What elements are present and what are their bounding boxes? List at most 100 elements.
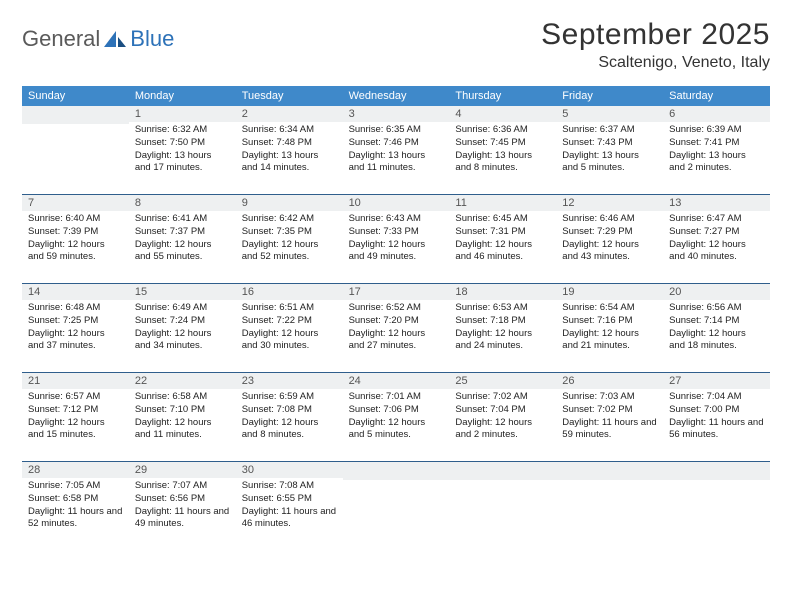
daylight-text: Daylight: 11 hours and 46 minutes.: [242, 506, 337, 532]
day-number: 26: [556, 373, 663, 389]
day-number: 19: [556, 284, 663, 300]
day-body: Sunrise: 6:40 AMSunset: 7:39 PMDaylight:…: [22, 211, 129, 268]
day-number: 17: [343, 284, 450, 300]
sunrise-text: Sunrise: 6:53 AM: [455, 302, 550, 315]
day-cell: 5Sunrise: 6:37 AMSunset: 7:43 PMDaylight…: [556, 106, 663, 194]
day-cell: 25Sunrise: 7:02 AMSunset: 7:04 PMDayligh…: [449, 373, 556, 461]
day-body: Sunrise: 6:54 AMSunset: 7:16 PMDaylight:…: [556, 300, 663, 357]
day-number: 12: [556, 195, 663, 211]
daylight-text: Daylight: 13 hours and 2 minutes.: [669, 150, 764, 176]
sunrise-text: Sunrise: 6:45 AM: [455, 213, 550, 226]
sunset-text: Sunset: 7:31 PM: [455, 226, 550, 239]
daylight-text: Daylight: 12 hours and 8 minutes.: [242, 417, 337, 443]
sunrise-text: Sunrise: 6:47 AM: [669, 213, 764, 226]
day-number: 30: [236, 462, 343, 478]
sunset-text: Sunset: 7:39 PM: [28, 226, 123, 239]
day-number-empty: [663, 462, 770, 480]
daylight-text: Daylight: 12 hours and 59 minutes.: [28, 239, 123, 265]
day-cell: 19Sunrise: 6:54 AMSunset: 7:16 PMDayligh…: [556, 284, 663, 372]
day-cell: 11Sunrise: 6:45 AMSunset: 7:31 PMDayligh…: [449, 195, 556, 283]
sunrise-text: Sunrise: 6:41 AM: [135, 213, 230, 226]
sunset-text: Sunset: 7:16 PM: [562, 315, 657, 328]
day-cell: 7Sunrise: 6:40 AMSunset: 7:39 PMDaylight…: [22, 195, 129, 283]
daylight-text: Daylight: 12 hours and 43 minutes.: [562, 239, 657, 265]
daylight-text: Daylight: 12 hours and 5 minutes.: [349, 417, 444, 443]
sunrise-text: Sunrise: 6:46 AM: [562, 213, 657, 226]
day-cell: 21Sunrise: 6:57 AMSunset: 7:12 PMDayligh…: [22, 373, 129, 461]
day-number: 21: [22, 373, 129, 389]
day-body: Sunrise: 7:02 AMSunset: 7:04 PMDaylight:…: [449, 389, 556, 446]
logo-sail-icon: [102, 29, 128, 49]
day-number: 10: [343, 195, 450, 211]
day-number: 4: [449, 106, 556, 122]
day-cell: 14Sunrise: 6:48 AMSunset: 7:25 PMDayligh…: [22, 284, 129, 372]
day-cell: 24Sunrise: 7:01 AMSunset: 7:06 PMDayligh…: [343, 373, 450, 461]
sunset-text: Sunset: 7:12 PM: [28, 404, 123, 417]
daylight-text: Daylight: 12 hours and 30 minutes.: [242, 328, 337, 354]
sunset-text: Sunset: 7:14 PM: [669, 315, 764, 328]
daylight-text: Daylight: 12 hours and 34 minutes.: [135, 328, 230, 354]
daylight-text: Daylight: 12 hours and 11 minutes.: [135, 417, 230, 443]
day-body: Sunrise: 6:34 AMSunset: 7:48 PMDaylight:…: [236, 122, 343, 179]
sunset-text: Sunset: 7:27 PM: [669, 226, 764, 239]
day-body: Sunrise: 6:49 AMSunset: 7:24 PMDaylight:…: [129, 300, 236, 357]
sunrise-text: Sunrise: 6:52 AM: [349, 302, 444, 315]
day-cell: [556, 462, 663, 550]
sunrise-text: Sunrise: 6:59 AM: [242, 391, 337, 404]
daylight-text: Daylight: 12 hours and 15 minutes.: [28, 417, 123, 443]
weekday-header: Sunday: [22, 86, 129, 106]
day-number: 25: [449, 373, 556, 389]
daylight-text: Daylight: 13 hours and 17 minutes.: [135, 150, 230, 176]
sunrise-text: Sunrise: 7:02 AM: [455, 391, 550, 404]
day-body: Sunrise: 6:56 AMSunset: 7:14 PMDaylight:…: [663, 300, 770, 357]
day-cell: 10Sunrise: 6:43 AMSunset: 7:33 PMDayligh…: [343, 195, 450, 283]
sunrise-text: Sunrise: 6:32 AM: [135, 124, 230, 137]
day-cell: 6Sunrise: 6:39 AMSunset: 7:41 PMDaylight…: [663, 106, 770, 194]
sunrise-text: Sunrise: 6:37 AM: [562, 124, 657, 137]
day-cell: 30Sunrise: 7:08 AMSunset: 6:55 PMDayligh…: [236, 462, 343, 550]
sunrise-text: Sunrise: 6:35 AM: [349, 124, 444, 137]
logo-text-blue: Blue: [130, 26, 174, 52]
day-body: Sunrise: 7:08 AMSunset: 6:55 PMDaylight:…: [236, 478, 343, 535]
day-number: 18: [449, 284, 556, 300]
week-row: 21Sunrise: 6:57 AMSunset: 7:12 PMDayligh…: [22, 373, 770, 462]
sunset-text: Sunset: 6:58 PM: [28, 493, 123, 506]
sunset-text: Sunset: 7:10 PM: [135, 404, 230, 417]
logo: General Blue: [22, 18, 174, 52]
sunrise-text: Sunrise: 7:08 AM: [242, 480, 337, 493]
day-number: 13: [663, 195, 770, 211]
sunset-text: Sunset: 7:35 PM: [242, 226, 337, 239]
daylight-text: Daylight: 13 hours and 8 minutes.: [455, 150, 550, 176]
sunset-text: Sunset: 6:56 PM: [135, 493, 230, 506]
weeks-container: 1Sunrise: 6:32 AMSunset: 7:50 PMDaylight…: [22, 106, 770, 550]
sunset-text: Sunset: 7:20 PM: [349, 315, 444, 328]
day-number: 14: [22, 284, 129, 300]
page-header: General Blue September 2025 Scaltenigo, …: [22, 18, 770, 72]
day-cell: 2Sunrise: 6:34 AMSunset: 7:48 PMDaylight…: [236, 106, 343, 194]
daylight-text: Daylight: 11 hours and 59 minutes.: [562, 417, 657, 443]
sunset-text: Sunset: 7:06 PM: [349, 404, 444, 417]
day-number: 5: [556, 106, 663, 122]
day-number: 9: [236, 195, 343, 211]
day-number: 1: [129, 106, 236, 122]
day-number: 16: [236, 284, 343, 300]
day-body: Sunrise: 6:51 AMSunset: 7:22 PMDaylight:…: [236, 300, 343, 357]
day-body: Sunrise: 6:36 AMSunset: 7:45 PMDaylight:…: [449, 122, 556, 179]
day-body: Sunrise: 7:03 AMSunset: 7:02 PMDaylight:…: [556, 389, 663, 446]
day-body: Sunrise: 6:46 AMSunset: 7:29 PMDaylight:…: [556, 211, 663, 268]
day-number: 15: [129, 284, 236, 300]
daylight-text: Daylight: 13 hours and 14 minutes.: [242, 150, 337, 176]
day-number-empty: [556, 462, 663, 480]
sunset-text: Sunset: 6:55 PM: [242, 493, 337, 506]
day-cell: 4Sunrise: 6:36 AMSunset: 7:45 PMDaylight…: [449, 106, 556, 194]
daylight-text: Daylight: 12 hours and 18 minutes.: [669, 328, 764, 354]
sunset-text: Sunset: 7:04 PM: [455, 404, 550, 417]
day-number: 27: [663, 373, 770, 389]
day-cell: 29Sunrise: 7:07 AMSunset: 6:56 PMDayligh…: [129, 462, 236, 550]
sunrise-text: Sunrise: 6:56 AM: [669, 302, 764, 315]
sunrise-text: Sunrise: 6:49 AM: [135, 302, 230, 315]
daylight-text: Daylight: 12 hours and 49 minutes.: [349, 239, 444, 265]
day-cell: 28Sunrise: 7:05 AMSunset: 6:58 PMDayligh…: [22, 462, 129, 550]
day-cell: 22Sunrise: 6:58 AMSunset: 7:10 PMDayligh…: [129, 373, 236, 461]
day-number: 2: [236, 106, 343, 122]
